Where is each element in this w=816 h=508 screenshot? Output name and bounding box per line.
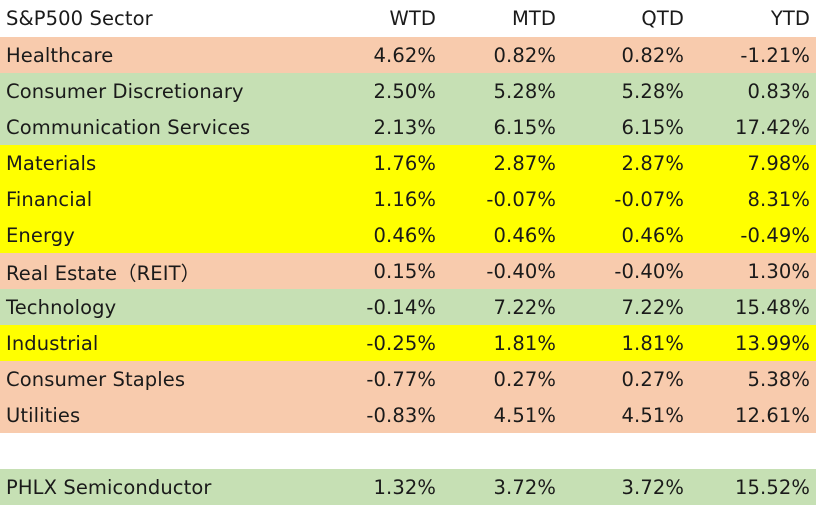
qtd-value: -0.40% [614, 259, 684, 283]
ytd-value: 5.38% [747, 367, 810, 391]
header-wtd: WTD [389, 6, 436, 30]
qtd-value: 7.22% [621, 295, 684, 319]
ytd-value: -1.21% [740, 43, 810, 67]
header-ytd: YTD [770, 6, 810, 30]
sector-name: Industrial [6, 331, 99, 355]
table-row: Utilities -0.83% 4.51% 4.51% 12.61% [0, 397, 816, 433]
ytd-value: -0.49% [740, 223, 810, 247]
wtd-value: 2.50% [373, 79, 436, 103]
mtd-value: -0.40% [486, 259, 556, 283]
table-row: Materials 1.76% 2.87% 2.87% 7.98% [0, 145, 816, 181]
header-mtd: MTD [511, 6, 556, 30]
mtd-value: 3.72% [493, 475, 556, 499]
table-row: Industrial -0.25% 1.81% 1.81% 13.99% [0, 325, 816, 361]
wtd-value: 1.16% [373, 187, 436, 211]
ytd-value: 15.48% [735, 295, 810, 319]
qtd-value: 0.46% [621, 223, 684, 247]
qtd-value: 2.87% [621, 151, 684, 175]
wtd-value: -0.77% [366, 367, 436, 391]
qtd-value: 0.27% [621, 367, 684, 391]
index-name: PHLX Semiconductor [6, 475, 212, 499]
mtd-value: 7.22% [493, 295, 556, 319]
table-row: Healthcare 4.62% 0.82% 0.82% -1.21% [0, 37, 816, 73]
wtd-value: -0.83% [366, 403, 436, 427]
sector-name: Energy [6, 223, 75, 247]
ytd-value: 15.52% [735, 475, 810, 499]
qtd-value: 5.28% [621, 79, 684, 103]
header-sector: S&P500 Sector [6, 6, 153, 30]
mtd-value: 0.27% [493, 367, 556, 391]
sector-name: Healthcare [6, 43, 114, 67]
sector-name: Financial [6, 187, 93, 211]
sector-name: Communication Services [6, 115, 251, 139]
qtd-value: 1.81% [621, 331, 684, 355]
ytd-value: 17.42% [735, 115, 810, 139]
qtd-value: -0.07% [614, 187, 684, 211]
mtd-value: 1.81% [493, 331, 556, 355]
table-row: Energy 0.46% 0.46% 0.46% -0.49% [0, 217, 816, 253]
sector-name: Utilities [6, 403, 81, 427]
sector-name: Consumer Discretionary [6, 79, 244, 103]
mtd-value: 6.15% [493, 115, 556, 139]
ytd-value: 1.30% [747, 259, 810, 283]
ytd-value: 13.99% [735, 331, 810, 355]
qtd-value: 6.15% [621, 115, 684, 139]
qtd-value: 4.51% [621, 403, 684, 427]
wtd-value: -0.25% [366, 331, 436, 355]
wtd-value: 1.32% [373, 475, 436, 499]
table-row: Financial 1.16% -0.07% -0.07% 8.31% [0, 181, 816, 217]
ytd-value: 8.31% [747, 187, 810, 211]
qtd-value: 3.72% [621, 475, 684, 499]
wtd-value: 0.46% [373, 223, 436, 247]
sector-name: Real Estate（REIT） [6, 261, 201, 285]
table-row: Technology -0.14% 7.22% 7.22% 15.48% [0, 289, 816, 325]
mtd-value: 4.51% [493, 403, 556, 427]
header-row: S&P500 Sector WTD MTD QTD YTD [0, 0, 816, 36]
mtd-value: 2.87% [493, 151, 556, 175]
mtd-value: 0.82% [493, 43, 556, 67]
wtd-value: 0.15% [373, 259, 436, 283]
wtd-value: 1.76% [373, 151, 436, 175]
table-row: Consumer Staples -0.77% 0.27% 0.27% 5.38… [0, 361, 816, 397]
sector-name: Consumer Staples [6, 367, 186, 391]
ytd-value: 7.98% [747, 151, 810, 175]
wtd-value: 4.62% [373, 43, 436, 67]
table-row: Consumer Discretionary 2.50% 5.28% 5.28%… [0, 73, 816, 109]
table-row: Real Estate（REIT） 0.15% -0.40% -0.40% 1.… [0, 253, 816, 289]
wtd-value: -0.14% [366, 295, 436, 319]
ytd-value: 12.61% [735, 403, 810, 427]
mtd-value: -0.07% [486, 187, 556, 211]
mtd-value: 0.46% [493, 223, 556, 247]
mtd-value: 5.28% [493, 79, 556, 103]
table-row: Communication Services 2.13% 6.15% 6.15%… [0, 109, 816, 145]
sector-name: Materials [6, 151, 97, 175]
semiconductor-row: PHLX Semiconductor 1.32% 3.72% 3.72% 15.… [0, 469, 816, 505]
ytd-value: 0.83% [747, 79, 810, 103]
sector-name: Technology [6, 295, 117, 319]
wtd-value: 2.13% [373, 115, 436, 139]
header-qtd: QTD [641, 6, 684, 30]
qtd-value: 0.82% [621, 43, 684, 67]
